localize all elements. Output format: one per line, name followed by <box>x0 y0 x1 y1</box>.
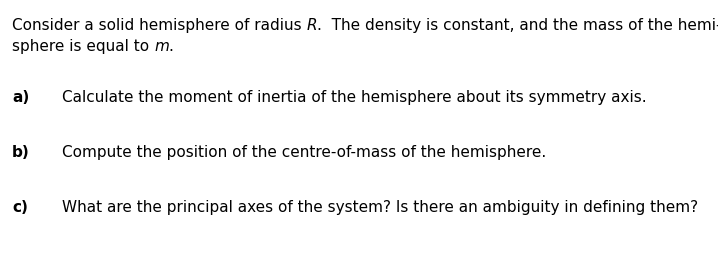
Text: sphere is equal to: sphere is equal to <box>12 39 154 54</box>
Text: .: . <box>169 39 174 54</box>
Text: c): c) <box>12 200 28 215</box>
Text: Calculate the moment of inertia of the hemisphere about its symmetry axis.: Calculate the moment of inertia of the h… <box>62 90 647 105</box>
Text: m: m <box>154 39 169 54</box>
Text: .  The density is constant, and the mass of the hemi-: . The density is constant, and the mass … <box>317 18 718 33</box>
Text: Consider a solid hemisphere of radius: Consider a solid hemisphere of radius <box>12 18 307 33</box>
Text: Compute the position of the centre-of-mass of the hemisphere.: Compute the position of the centre-of-ma… <box>62 145 546 160</box>
Text: a): a) <box>12 90 29 105</box>
Text: R: R <box>307 18 317 33</box>
Text: b): b) <box>12 145 29 160</box>
Text: What are the principal axes of the system? Is there an ambiguity in defining the: What are the principal axes of the syste… <box>62 200 698 215</box>
